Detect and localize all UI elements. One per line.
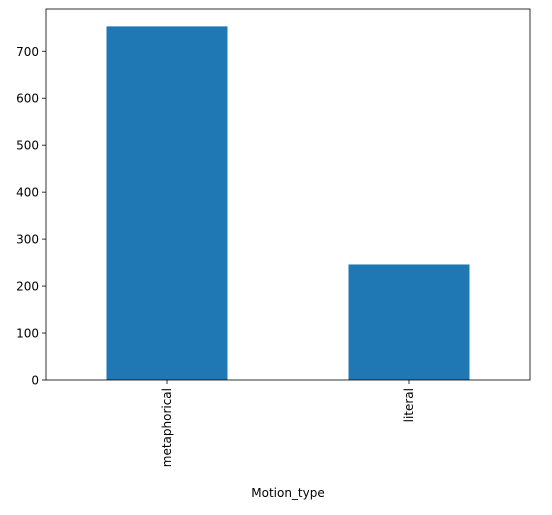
x-axis-label: Motion_type — [251, 486, 325, 500]
x-axis: metaphorical literal — [160, 380, 416, 467]
y-axis: 0 100 200 300 400 500 600 700 — [16, 45, 46, 388]
y-tick-label: 400 — [16, 186, 39, 200]
y-tick-label: 600 — [16, 92, 39, 106]
y-tick-label: 100 — [16, 327, 39, 341]
x-tick-label: literal — [402, 388, 416, 422]
y-tick-label: 200 — [16, 280, 39, 294]
y-tick-label: 0 — [31, 374, 39, 388]
y-tick-label: 500 — [16, 139, 39, 153]
x-tick-label: metaphorical — [160, 388, 174, 467]
y-tick-label: 700 — [16, 45, 39, 59]
plot-frame — [45, 8, 531, 381]
y-tick-label: 300 — [16, 233, 39, 247]
bar-metaphorical — [106, 26, 228, 381]
bar-literal — [348, 264, 470, 380]
bars-group — [106, 26, 470, 381]
